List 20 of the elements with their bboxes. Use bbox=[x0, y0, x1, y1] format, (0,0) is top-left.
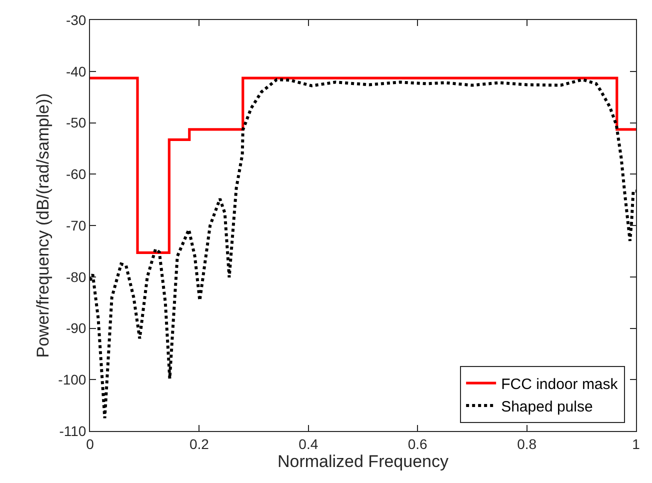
y-axis-title: Power/frequency (dB/(rad/sample)) bbox=[34, 93, 53, 358]
y-tick-label: -100 bbox=[58, 372, 86, 388]
x-tick-label: 1 bbox=[632, 436, 640, 452]
y-tick-label: -60 bbox=[66, 166, 86, 182]
x-tick-label: 0.8 bbox=[517, 436, 537, 452]
y-tick-label: -30 bbox=[66, 12, 86, 28]
x-tick-label: 0.6 bbox=[408, 436, 428, 452]
y-tick-label: -110 bbox=[59, 422, 86, 439]
x-tick-label: 0.4 bbox=[298, 436, 318, 452]
y-tick-label: -90 bbox=[66, 320, 86, 336]
line-series bbox=[90, 78, 636, 420]
legend-label: FCC indoor mask bbox=[501, 376, 618, 393]
x-tick-label: 0.2 bbox=[189, 436, 210, 452]
y-tick-label: -40 bbox=[66, 63, 86, 80]
legend-label: Shaped pulse bbox=[501, 398, 593, 416]
y-tick-label: -70 bbox=[66, 217, 86, 234]
x-axis-title: Normalized Frequency bbox=[277, 452, 450, 472]
y-tick-label: -80 bbox=[66, 268, 86, 285]
y-tick-label: -50 bbox=[66, 114, 86, 131]
x-tick-label: 0 bbox=[86, 436, 94, 452]
